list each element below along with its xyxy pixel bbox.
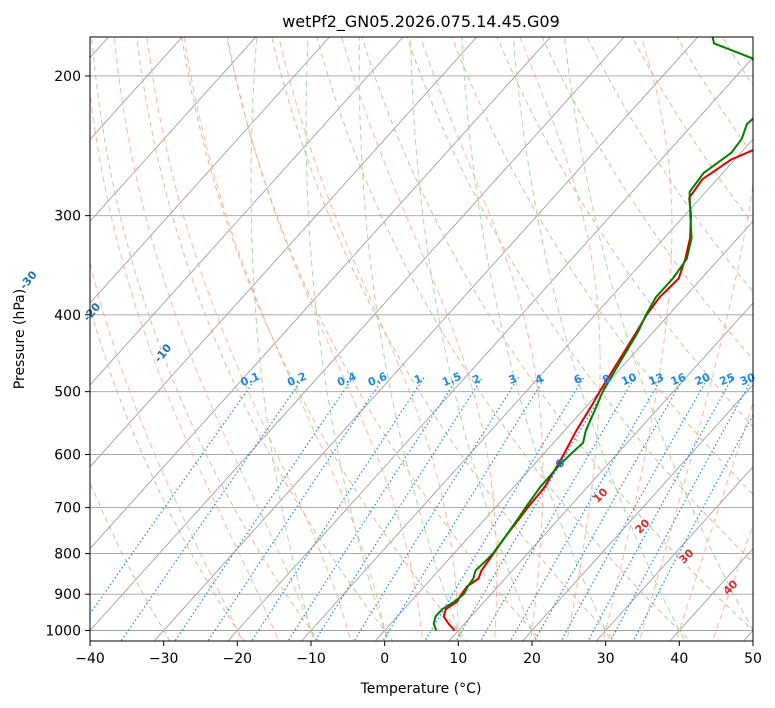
reference-dashed-line (512, 37, 686, 641)
mixing-ratio-label: 8 (600, 372, 612, 387)
isotherm-line (90, 37, 552, 550)
dry-adiabat-line (316, 37, 691, 641)
temperature-profile-line (442, 149, 753, 632)
x-tick-label: 10 (449, 651, 467, 667)
mixing-ratio-label: 20 (693, 370, 712, 388)
isotherm-line (300, 138, 753, 641)
x-tick-label: −20 (223, 651, 253, 667)
mixing-ratio-line (174, 377, 354, 641)
mixing-ratio-label: 2 (471, 372, 483, 387)
mixing-ratio-line (120, 377, 304, 641)
mixing-ratio-line (207, 377, 385, 641)
y-tick-label: 300 (54, 209, 81, 225)
mixing-ratio-label: 16 (669, 370, 688, 388)
moist-adiabat-line (90, 88, 280, 641)
dry-adiabat-line (586, 37, 753, 293)
mixing-ratio-label: 10 (620, 370, 639, 388)
mixing-ratio-line (314, 377, 483, 641)
isotherm-line (90, 37, 331, 304)
moist-adiabat-line (113, 37, 316, 641)
y-tick-label: 200 (54, 69, 81, 85)
mixing-ratio-line (509, 377, 663, 641)
y-tick-label: 600 (54, 447, 81, 463)
moist-adiabat-line (419, 37, 544, 641)
x-tick-label: 50 (744, 651, 762, 667)
x-tick-label: 30 (597, 651, 615, 667)
moist-adiabat-line (278, 37, 460, 641)
dry-adiabat-line (541, 37, 753, 361)
dry-adiabat-line (90, 481, 171, 641)
dry-adiabat-line (91, 37, 320, 641)
y-tick-label: 700 (54, 501, 81, 517)
x-tick-label: −30 (149, 651, 179, 667)
moist-adiabat-line (519, 37, 601, 641)
dry-adiabat-line (226, 37, 543, 641)
moist-adiabat-line (602, 37, 673, 641)
y-tick-label: 400 (54, 308, 81, 324)
x-tick-label: −40 (75, 651, 105, 667)
mixing-ratio-label: 25 (718, 371, 737, 389)
moist-adiabat-line (90, 260, 243, 641)
dry-adiabat-line (271, 37, 617, 641)
moist-adiabat-line (341, 37, 498, 641)
mixing-ratio-label: 1 (412, 372, 424, 387)
mixing-ratio-label: 3 (507, 372, 519, 387)
reference-dashed-line (410, 37, 537, 641)
mixing-ratio-line (90, 377, 257, 615)
x-tick-label: 20 (523, 651, 541, 667)
mixing-ratio-line (480, 377, 636, 641)
moist-adiabat-line (183, 37, 388, 641)
plot-frame (89, 36, 754, 642)
moist-adiabat-line (675, 401, 753, 641)
mixing-ratio-line (455, 377, 613, 641)
y-tick-label: 1000 (45, 624, 81, 640)
dry-adiabat-line (181, 37, 468, 641)
y-axis-label: Pressure (hPa) (12, 289, 28, 389)
dry-adiabat-line (631, 37, 753, 225)
mixing-ratio-line (287, 377, 459, 641)
isotherm-line (448, 302, 753, 641)
moist-adiabat-line (146, 37, 352, 641)
y-tick-label: 800 (54, 547, 81, 563)
moist-adiabat-line (712, 523, 753, 641)
isotherm-line (90, 37, 625, 632)
mixing-ratio-line (560, 377, 709, 641)
reference-dashed-line (250, 37, 315, 641)
reference-dashed-line (358, 37, 463, 641)
y-tick-label: 500 (54, 385, 81, 401)
x-axis-label: Temperature (°C) (360, 681, 482, 697)
dewpoint-profile-line (432, 37, 753, 631)
dry-adiabat-line (90, 305, 245, 641)
dry-adiabat-line (406, 37, 753, 563)
dry-adiabat-line (136, 37, 394, 641)
reference-dashed-line (564, 37, 753, 632)
mixing-ratio-line (533, 377, 685, 641)
y-tick-label: 900 (54, 587, 81, 603)
x-tick-label: 0 (380, 651, 389, 667)
reference-dashed-line (461, 37, 612, 641)
dry-adiabat-line (496, 37, 753, 428)
mixing-ratio-line (353, 377, 519, 641)
dry-adiabat-line (451, 37, 753, 496)
chart-title: wetPf2_GN05.2026.075.14.45.G09 (282, 12, 560, 32)
isotherm-line (90, 37, 478, 468)
reference-dashed-line (305, 37, 389, 641)
isotherm-line (90, 37, 404, 386)
x-tick-label: 40 (670, 651, 688, 667)
x-tick-label: −10 (296, 651, 326, 667)
isotherm-line (153, 37, 699, 641)
mixing-ratio-label: 13 (647, 371, 666, 389)
isotherm-line (595, 466, 753, 641)
isotherm-line (521, 384, 753, 641)
